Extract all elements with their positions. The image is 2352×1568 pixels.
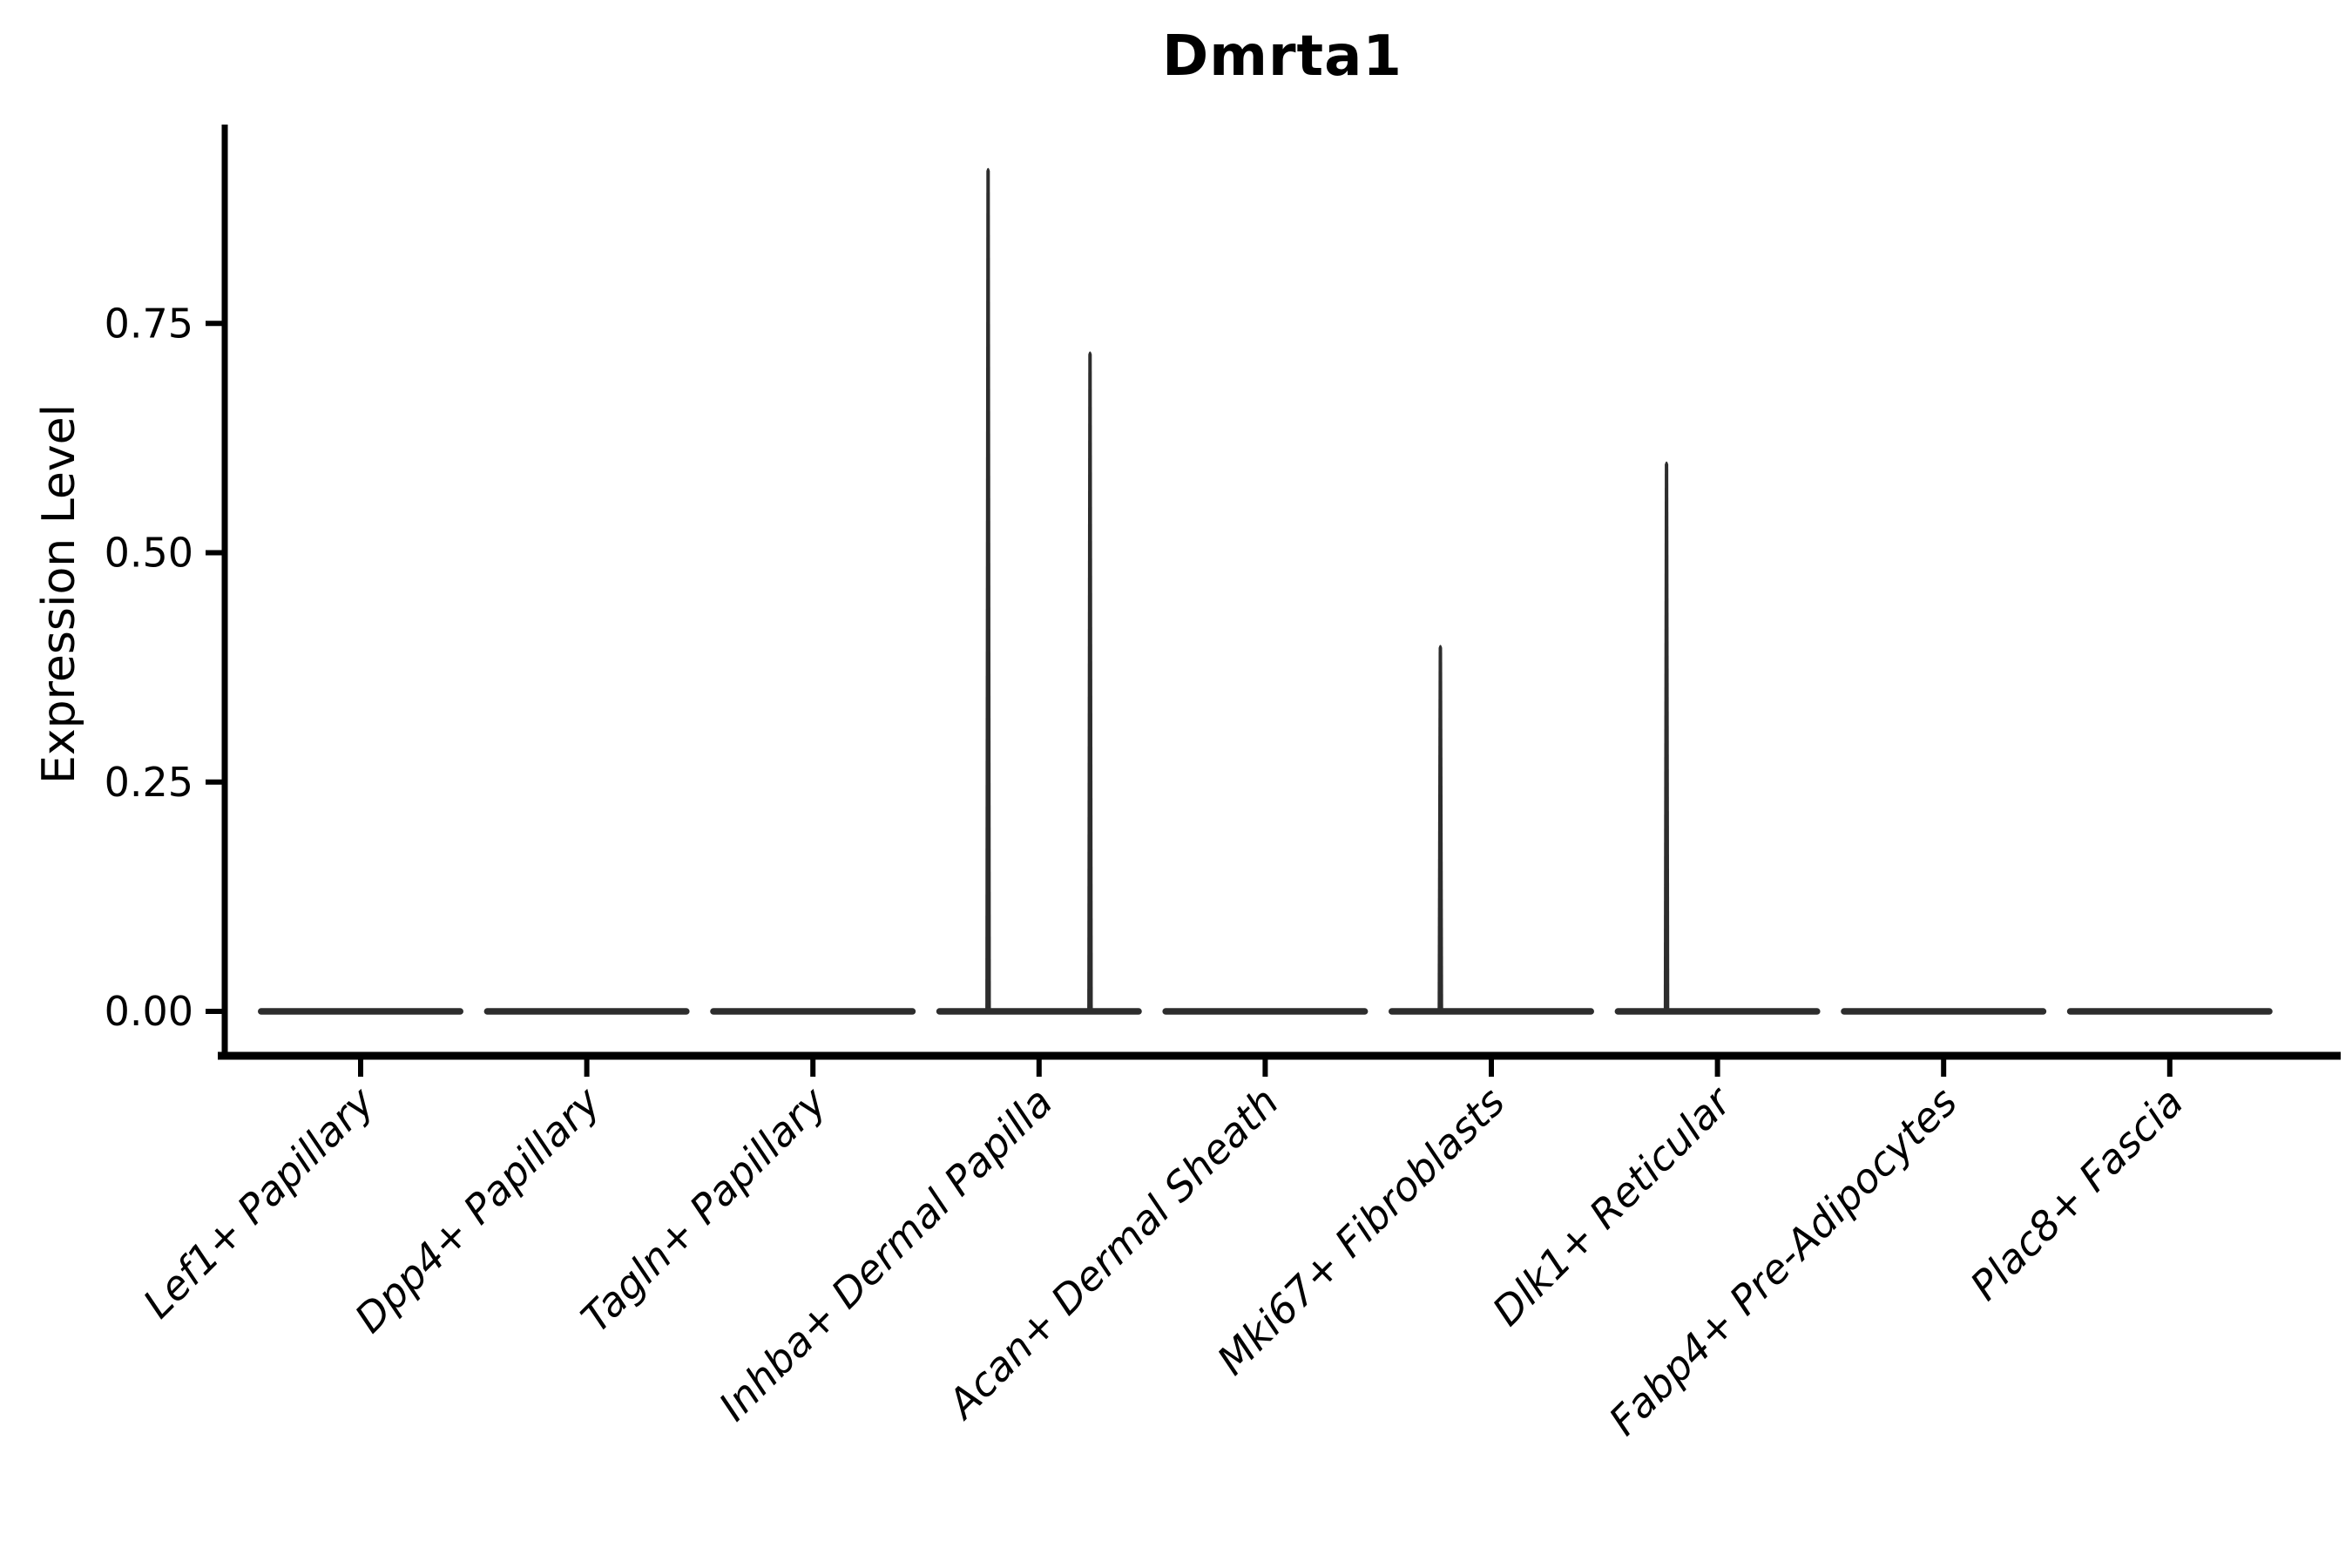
violin-base [1614,1008,1821,1015]
violin-base [258,1008,463,1015]
violin-base [936,1008,1142,1015]
y-tick-label: 0.00 [105,988,193,1035]
violin-base [1389,1008,1594,1015]
y-tick-label: 0.25 [105,759,193,806]
violin-density-spike [1087,351,1093,1012]
violin-density-spike [1437,645,1443,1011]
violin-base [483,1008,690,1015]
x-tick-label: Plac8+ Fascia [1961,1078,2192,1309]
chart-title: Dmrta1 [1162,24,1402,89]
violin-base [710,1008,916,1015]
violin-density-spike [985,167,991,1012]
x-tick-label: Dlk1+ Reticular [1484,1076,1742,1335]
x-tick-label: Lef1+ Papillary [134,1078,383,1327]
violin-base [1162,1008,1369,1015]
x-tick-label: Dpp4+ Papillary [346,1078,610,1342]
y-tick-label: 0.75 [105,300,193,347]
violin-base [2066,1008,2273,1015]
y-axis-title: Expression Level [33,403,85,785]
violin-density-spike [1663,461,1670,1011]
y-tick-label: 0.50 [105,530,193,577]
x-tick-label: Tagln+ Papillary [572,1078,836,1342]
violin-base [1841,1008,2047,1015]
